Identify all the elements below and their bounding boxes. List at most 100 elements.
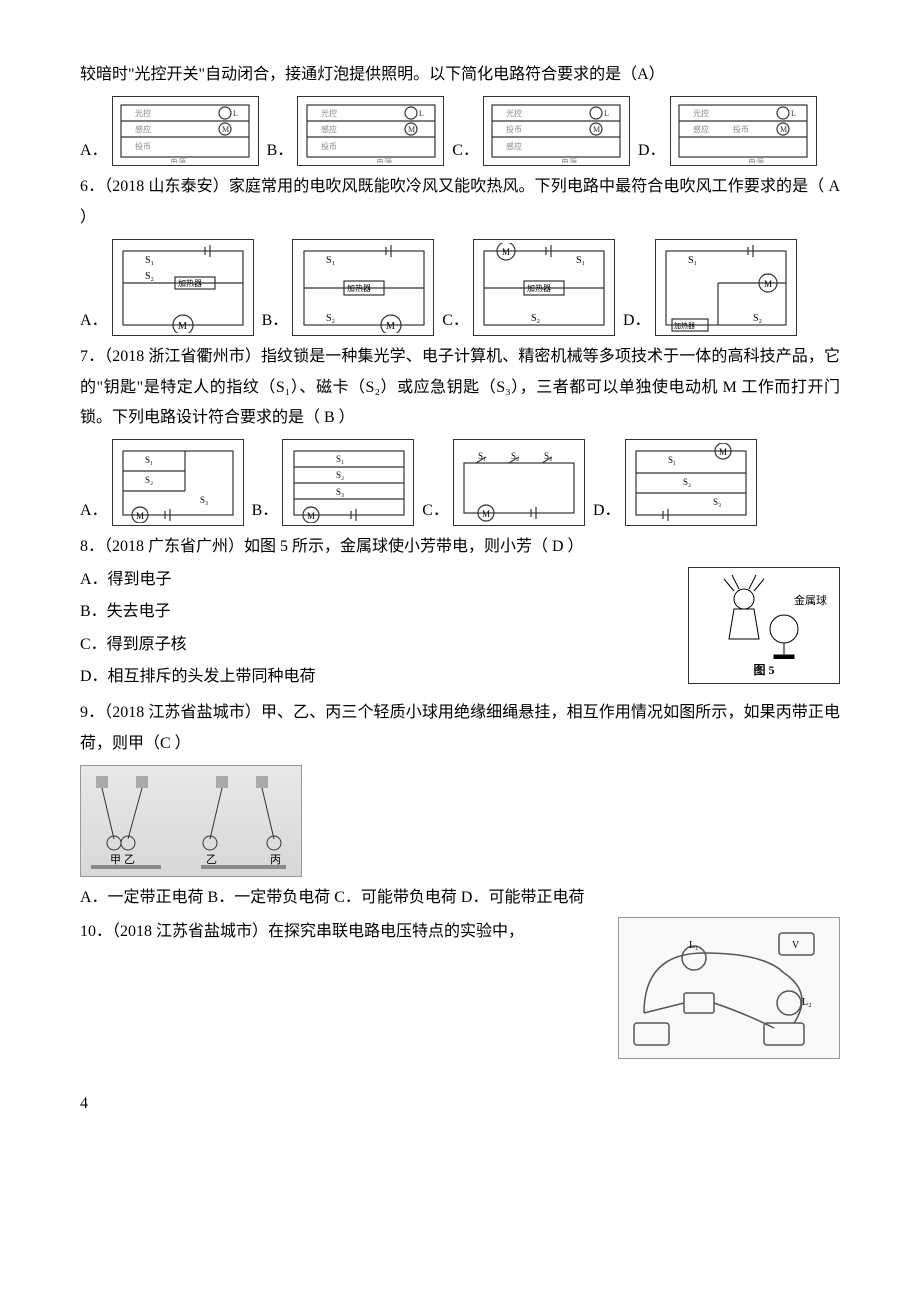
svg-text:投币: 投币 (733, 124, 749, 134)
q5-text: 较暗时"光控开关"自动闭合，接通灯泡提供照明。以下简化电路符合要求的是（A） (80, 60, 840, 90)
circuit-diagram: S₁ M 加热器 S₂ (655, 239, 797, 336)
circuit-diagram: S₁ S₂ S₃ M (453, 439, 585, 526)
circuit-diagram-d: L M 光控 感应 投币 电源 (670, 96, 817, 166)
circuit-svg: S₁ S₂ S₃ M (456, 443, 581, 523)
option-label: B． (262, 306, 289, 336)
svg-text:S₁: S₁ (145, 255, 154, 266)
circuit-svg: M S₁ 加热器 S₂ (476, 243, 611, 333)
svg-text:S₂: S₂ (145, 271, 154, 282)
q8-figure: 金属球 图 5 (688, 567, 840, 684)
svg-text:L: L (419, 109, 424, 118)
svg-text:乙: 乙 (124, 853, 135, 866)
svg-text:S₂: S₂ (753, 313, 762, 324)
option-label: A． (80, 306, 108, 336)
svg-text:S₁: S₁ (668, 455, 676, 465)
q5-option-d: D． L M 光控 感应 投币 电源 (638, 96, 817, 166)
svg-text:S₃: S₃ (336, 487, 344, 497)
svg-text:感应: 感应 (135, 124, 151, 134)
circuit-diagram: S₁ 加热器 S₂ M (292, 239, 434, 336)
svg-text:光控: 光控 (321, 108, 337, 118)
circuit-svg: L M 光控 投币 感应 电源 (486, 99, 626, 163)
q7-option-d: D． S₁ M S₂ S₃ (593, 439, 757, 526)
circuit-diagram-b: L M 光控 感应 投币 电源 (297, 96, 444, 166)
svg-text:M: M (386, 321, 395, 332)
svg-text:光控: 光控 (506, 108, 522, 118)
q9-text: 9．（2018 江苏省盐城市）甲、乙、丙三个轻质小球用绝缘细绳悬挂，相互作用情况… (80, 698, 840, 759)
q5-options: A． L M 光控 感应 投币 电源 B． (80, 96, 840, 166)
circuit-svg: S₁ 加热器 S₂ M (296, 243, 431, 333)
q7-option-b: B． S₁ S₂ S₃ M (252, 439, 415, 526)
q6-text: 6．（2018 山东泰安）家庭常用的电吹风既能吹冷风又能吹热风。下列电路中最符合… (80, 172, 840, 233)
svg-text:S₂: S₂ (145, 475, 153, 485)
svg-text:M: M (408, 125, 415, 134)
q8-text: 8．（2018 广东省广州）如图 5 所示，金属球使小芳带电，则小芳（ D ） (80, 532, 840, 562)
svg-text:加热器: 加热器 (674, 321, 695, 330)
svg-text:投币: 投币 (321, 141, 337, 151)
svg-text:L: L (791, 109, 796, 118)
svg-text:M: M (502, 247, 510, 257)
figure-box: 金属球 图 5 (688, 567, 840, 684)
question-8: 8．（2018 广东省广州）如图 5 所示，金属球使小芳带电，则小芳（ D ） … (80, 532, 840, 694)
q7-option-c: C． S₁ S₂ S₃ M (422, 439, 585, 526)
svg-text:S₃: S₃ (200, 495, 208, 505)
q5-option-c: C． L M 光控 投币 感应 电源 (452, 96, 630, 166)
svg-text:L₂: L₂ (802, 997, 812, 1008)
q9-options-line: A．一定带正电荷 B．一定带负电荷 C．可能带负电荷 D．可能带正电荷 (80, 883, 840, 913)
question-9: 9．（2018 江苏省盐城市）甲、乙、丙三个轻质小球用绝缘细绳悬挂，相互作用情况… (80, 698, 840, 913)
svg-text:丙: 丙 (270, 854, 281, 866)
svg-text:L: L (604, 109, 609, 118)
option-label: C． (422, 496, 449, 526)
svg-text:M: M (307, 511, 315, 521)
circuit-diagram: S₁ M S₂ S₃ (625, 439, 757, 526)
circuit-diagram-c: L M 光控 投币 感应 电源 (483, 96, 630, 166)
q6-option-d: D． S₁ M 加热器 S₂ (623, 239, 797, 336)
svg-text:M: M (222, 125, 229, 134)
svg-text:S₂: S₂ (531, 313, 540, 324)
q6-option-a: A． S₁ S₂ 加热器 M (80, 239, 254, 336)
svg-text:S₂: S₂ (336, 470, 344, 480)
q10-circuit-photo: L₁ V L₂ (618, 917, 840, 1059)
svg-text:S₁: S₁ (145, 455, 153, 465)
svg-text:S₁: S₁ (576, 255, 585, 266)
question-10: L₁ V L₂ 10．（2018 江苏省盐城市）在探究串联电路电压特点的实验中， (80, 917, 840, 1059)
svg-text:电源: 电源 (748, 157, 764, 163)
circuit-svg: L M 光控 感应 投币 电源 (301, 99, 441, 163)
svg-text:S₂: S₂ (326, 313, 335, 324)
circuit-svg: L M 光控 感应 投币 电源 (673, 99, 813, 163)
svg-text:S₁: S₁ (688, 255, 697, 266)
circuit-diagram: S₁ S₂ S₃ M (282, 439, 414, 526)
svg-text:电源: 电源 (376, 157, 392, 163)
svg-text:M: M (719, 447, 727, 457)
pendulum-pair-1: 甲 乙 (86, 771, 186, 871)
question-6: 6．（2018 山东泰安）家庭常用的电吹风既能吹冷风又能吹热风。下列电路中最符合… (80, 172, 840, 336)
svg-text:S₃: S₃ (713, 497, 721, 507)
svg-text:M: M (178, 321, 187, 332)
svg-text:S₁: S₁ (336, 454, 344, 464)
svg-text:S₂: S₂ (683, 477, 691, 487)
q7-options: A． S₁ S₂ S₃ M B． (80, 439, 840, 526)
svg-text:电源: 电源 (561, 157, 577, 163)
svg-text:金属球: 金属球 (794, 593, 827, 607)
svg-text:加热器: 加热器 (178, 278, 202, 288)
circuit-svg: S₁ M 加热器 S₂ (658, 243, 793, 333)
svg-text:M: M (780, 125, 787, 134)
svg-text:M: M (482, 509, 490, 519)
circuit-svg: S₁ S₂ S₃ M (115, 443, 240, 523)
option-label: B． (252, 496, 279, 526)
circuit-diagram: S₁ S₂ S₃ M (112, 439, 244, 526)
q7-option-a: A． S₁ S₂ S₃ M (80, 439, 244, 526)
option-label: D． (623, 306, 651, 336)
q6-option-c: C． M S₁ 加热器 S₂ (442, 239, 615, 336)
svg-text:加热器: 加热器 (347, 283, 371, 293)
option-label: C． (442, 306, 469, 336)
option-label: B． (267, 136, 294, 166)
svg-text:加热器: 加热器 (527, 283, 551, 293)
page-number: 4 (80, 1089, 840, 1119)
q9-photo: 甲 乙 乙 丙 (80, 765, 302, 877)
option-label: D． (593, 496, 621, 526)
circuit-diagram-a: L M 光控 感应 投币 电源 (112, 96, 259, 166)
circuit-svg: S₁ S₂ S₃ M (286, 443, 411, 523)
series-circuit-icon: L₁ V L₂ (624, 923, 834, 1053)
svg-text:感应: 感应 (693, 124, 709, 134)
svg-text:V: V (792, 940, 800, 951)
